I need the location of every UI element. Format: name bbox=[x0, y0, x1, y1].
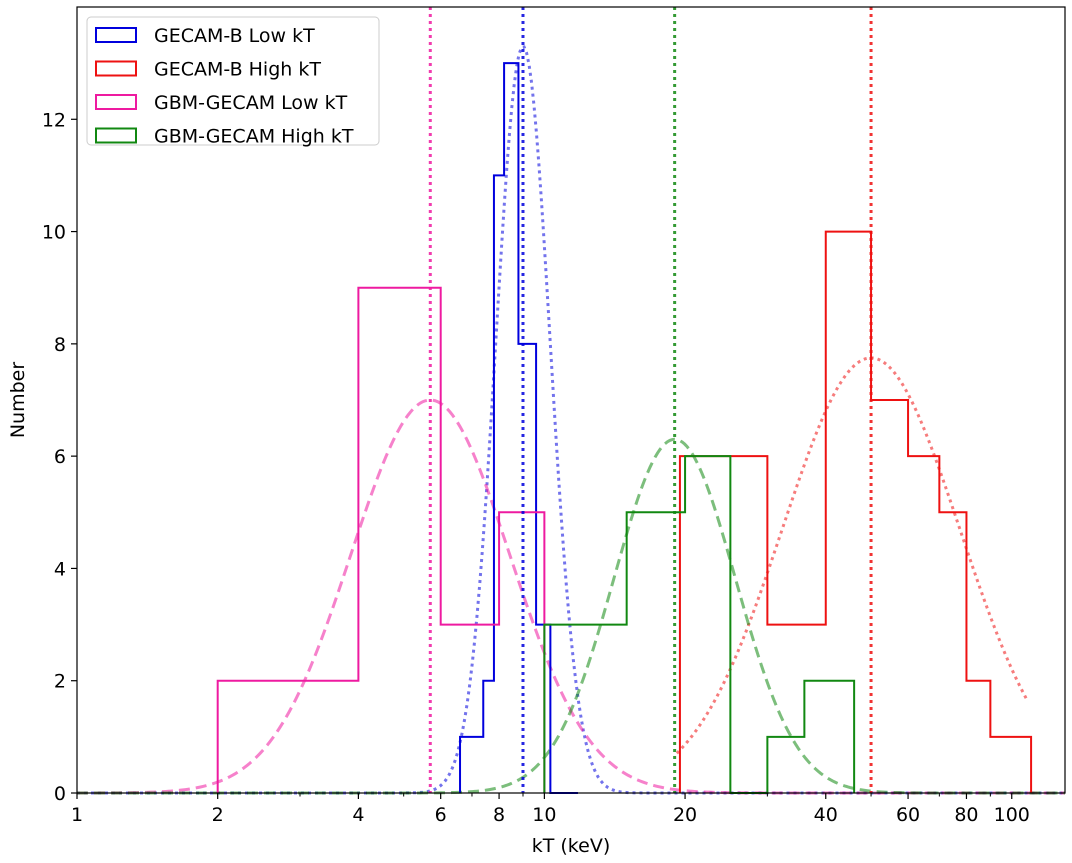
legend-swatch-gecam-b-high-kt bbox=[95, 60, 137, 77]
x-tick-label: 8 bbox=[493, 804, 505, 826]
x-tick-label: 60 bbox=[896, 804, 920, 826]
y-tick-label: 4 bbox=[54, 558, 66, 580]
x-tick-label: 40 bbox=[814, 804, 838, 826]
x-axis-label: kT (keV) bbox=[532, 835, 611, 857]
legend-label-gecam-b-low-kt: GECAM-B Low kT bbox=[154, 25, 315, 47]
y-tick-label: 0 bbox=[54, 783, 66, 805]
x-tick-label: 4 bbox=[352, 804, 364, 826]
histogram-gbm-gecam-low-kt bbox=[216, 286, 546, 793]
legend-label-gbm-gecam-low-kt: GBM-GECAM Low kT bbox=[154, 92, 348, 114]
y-tick-label: 12 bbox=[42, 109, 66, 131]
x-tick-label: 20 bbox=[673, 804, 697, 826]
histogram-gecam-b-low-kt bbox=[459, 62, 578, 794]
x-tick-label: 2 bbox=[212, 804, 224, 826]
plot-frame bbox=[76, 6, 1066, 794]
legend-swatch-gbm-gecam-high-kt bbox=[95, 127, 137, 144]
x-tick-label: 100 bbox=[994, 804, 1030, 826]
x-tick-label: 80 bbox=[954, 804, 978, 826]
y-tick-label: 10 bbox=[42, 222, 66, 244]
y-axis-label: Number bbox=[7, 362, 29, 439]
legend-swatch-gbm-gecam-low-kt bbox=[95, 94, 137, 110]
y-tick-label: 2 bbox=[54, 671, 66, 693]
y-tick-label: 8 bbox=[54, 334, 66, 356]
x-tick-label: 6 bbox=[435, 804, 447, 826]
y-tick-label: 6 bbox=[54, 446, 66, 468]
fit-curve-gecam-b-high-kt bbox=[675, 356, 1029, 755]
x-tick-label: 10 bbox=[532, 804, 556, 826]
legend-box bbox=[86, 16, 380, 146]
legend-swatch-gecam-b-low-kt bbox=[95, 27, 137, 43]
legend: GECAM-B Low kT GECAM-B High kT GBM-GECAM L… bbox=[86, 16, 380, 148]
fit-curve-gbm-gecam-low-kt bbox=[77, 398, 1065, 795]
legend-label-gbm-gecam-high-kt: GBM-GECAM High kT bbox=[154, 126, 354, 148]
histogram-gecam-b-high-kt bbox=[678, 230, 1033, 793]
x-tick-label: 1 bbox=[71, 804, 83, 826]
histogram-gbm-gecam-high-kt bbox=[543, 455, 856, 794]
legend-label-gecam-b-high-kt: GECAM-B High kT bbox=[154, 59, 321, 81]
fit-curve-gbm-gecam-high-kt bbox=[77, 437, 1065, 795]
